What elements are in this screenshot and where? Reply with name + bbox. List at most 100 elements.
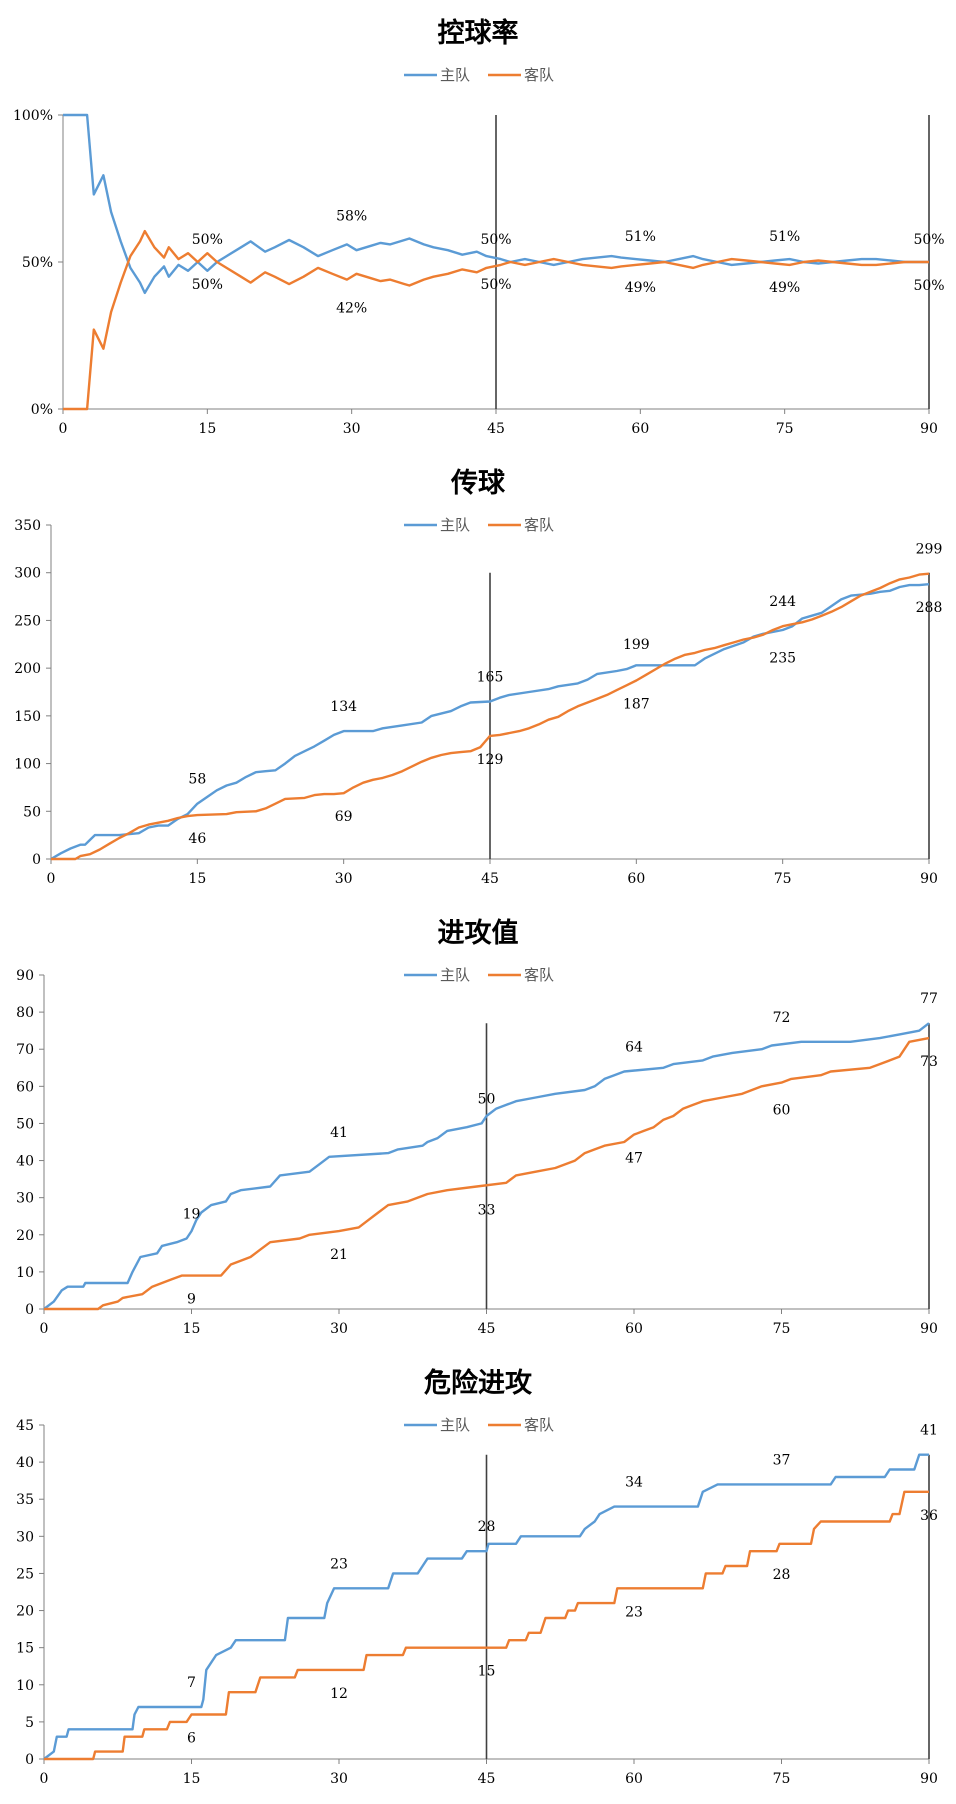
data-label-away: 49%: [769, 280, 800, 296]
chart-title: 控球率: [438, 17, 519, 49]
y-tick-label: 50%: [22, 255, 53, 271]
y-tick-label: 45: [16, 1418, 34, 1434]
x-tick-label: 75: [774, 871, 792, 887]
chart-legend: 主队 客队: [404, 66, 554, 84]
data-label-away: 36: [920, 1508, 938, 1524]
x-tick-label: 30: [343, 421, 361, 437]
y-tick-label: 5: [25, 1715, 34, 1731]
series-line-away: [51, 572, 930, 861]
data-label-away: 47: [625, 1151, 643, 1167]
y-tick-label: 35: [16, 1492, 34, 1508]
x-tick-label: 75: [776, 421, 794, 437]
x-tick-label: 60: [625, 1321, 643, 1337]
data-label-away: 235: [769, 651, 796, 667]
data-label-home: 199: [623, 637, 650, 653]
legend-label-home: 主队: [440, 66, 470, 84]
data-label-away: 129: [477, 752, 504, 768]
data-label-away: 46: [188, 831, 206, 847]
data-label-away: 21: [330, 1247, 348, 1263]
data-label-away: 60: [773, 1102, 791, 1118]
data-label-home: 23: [330, 1556, 348, 1572]
x-tick-label: 15: [183, 1321, 201, 1337]
legend-label-away: 客队: [524, 66, 554, 84]
chart-legend: 主队 客队: [404, 516, 554, 534]
legend-label-away: 客队: [524, 516, 554, 534]
data-label-away: 23: [625, 1604, 643, 1620]
data-label-away: 12: [330, 1686, 348, 1702]
x-tick-label: 0: [47, 871, 56, 887]
data-label-home: 165: [477, 670, 504, 686]
x-tick-label: 75: [773, 1771, 791, 1787]
x-tick-label: 60: [631, 421, 649, 437]
series-line-home: [43, 1453, 929, 1760]
y-tick-label: 350: [14, 518, 41, 534]
data-label-home: 37: [773, 1452, 791, 1468]
x-tick-label: 15: [188, 871, 206, 887]
series-line-away: [44, 1490, 929, 1761]
chart-legend: 主队 客队: [404, 1416, 554, 1434]
y-tick-label: 0: [25, 1752, 34, 1768]
y-tick-label: 100%: [13, 108, 53, 124]
x-tick-label: 0: [59, 421, 68, 437]
y-tick-label: 40: [16, 1154, 34, 1170]
data-label-away: 6: [187, 1730, 196, 1746]
series-line-away: [63, 229, 929, 411]
data-label-home: 77: [920, 991, 938, 1007]
data-label-away: 69: [335, 809, 353, 825]
x-tick-label: 0: [40, 1771, 49, 1787]
data-label-away: 49%: [625, 280, 656, 296]
legend-label-home: 主队: [440, 516, 470, 534]
x-tick-label: 75: [773, 1321, 791, 1337]
data-label-away: 28: [773, 1567, 791, 1583]
x-tick-label: 0: [40, 1321, 49, 1337]
data-label-home: 34: [625, 1475, 643, 1491]
y-tick-label: 20: [16, 1604, 34, 1620]
x-tick-label: 60: [627, 871, 645, 887]
y-tick-label: 90: [16, 968, 34, 984]
data-label-home: 50%: [913, 232, 944, 248]
y-tick-label: 30: [16, 1529, 34, 1545]
x-tick-label: 90: [920, 1771, 938, 1787]
y-tick-label: 250: [14, 613, 41, 629]
y-tick-label: 0: [25, 1302, 34, 1318]
y-tick-label: 30: [16, 1191, 34, 1207]
y-tick-label: 0: [32, 852, 41, 868]
data-label-home: 58%: [336, 208, 367, 224]
data-label-home: 134: [330, 699, 357, 715]
x-tick-label: 60: [625, 1771, 643, 1787]
chart-title: 进攻值: [438, 918, 519, 949]
data-label-home: 50%: [192, 232, 223, 248]
y-tick-label: 60: [16, 1079, 34, 1095]
y-tick-label: 10: [16, 1265, 34, 1281]
y-tick-label: 50: [16, 1116, 34, 1132]
y-tick-label: 80: [16, 1005, 34, 1021]
data-label-home: 58: [188, 772, 206, 788]
data-label-away: 50%: [913, 278, 944, 294]
y-tick-label: 50: [23, 804, 41, 820]
data-label-home: 19: [183, 1206, 201, 1222]
data-label-away: 50%: [192, 277, 223, 293]
data-label-home: 72: [773, 1010, 791, 1026]
data-label-home: 41: [920, 1423, 938, 1439]
y-tick-label: 40: [16, 1455, 34, 1471]
y-tick-label: 15: [16, 1641, 34, 1657]
data-label-away: 50%: [480, 277, 511, 293]
data-label-home: 50%: [480, 232, 511, 248]
data-label-away: 33: [478, 1203, 496, 1219]
x-tick-label: 45: [481, 871, 499, 887]
y-tick-label: 25: [16, 1566, 34, 1582]
x-tick-label: 15: [183, 1771, 201, 1787]
chart-title: 危险进攻: [424, 1367, 533, 1399]
chart-legend: 主队 客队: [404, 966, 554, 984]
data-label-away: 9: [187, 1292, 196, 1308]
x-tick-label: 15: [198, 421, 216, 437]
x-tick-label: 45: [478, 1771, 496, 1787]
data-label-away: 187: [623, 697, 650, 713]
x-tick-label: 30: [330, 1771, 348, 1787]
data-label-home: 50: [478, 1091, 496, 1107]
x-tick-label: 45: [487, 421, 505, 437]
legend-label-away: 客队: [524, 966, 554, 984]
x-tick-label: 30: [335, 871, 353, 887]
y-tick-label: 20: [16, 1228, 34, 1244]
